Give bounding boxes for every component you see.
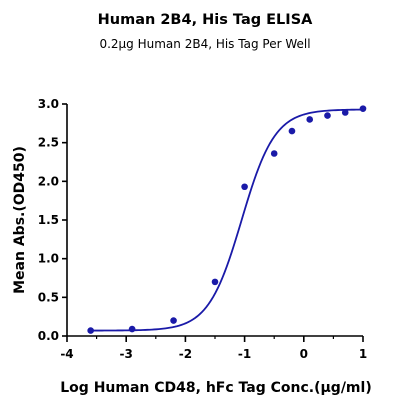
x-tick-label: 0: [300, 347, 308, 361]
chart-title: Human 2B4, His Tag ELISA: [98, 12, 314, 28]
data-point: [211, 278, 219, 286]
data-point: [241, 183, 248, 191]
y-tick-label: 2.0: [38, 174, 59, 188]
data-point: [288, 127, 296, 135]
data-point: [128, 325, 136, 333]
y-tick-label: 0.5: [38, 290, 59, 304]
y-tick-label: 0.0: [38, 329, 59, 343]
chart-subtitle: 0.2μg Human 2B4, His Tag Per Well: [99, 37, 310, 51]
x-axis-label: Log Human CD48, hFc Tag Conc.(μg/ml): [60, 380, 371, 396]
y-axis-label: Mean Abs.(OD450): [12, 146, 28, 294]
x-tick-label: -3: [120, 347, 133, 361]
data-point: [306, 116, 314, 123]
y-tick-label: 1.5: [38, 213, 59, 227]
data-point: [324, 112, 331, 119]
fit-curve: [90, 108, 364, 332]
x-tick-label: 1: [359, 347, 367, 361]
data-point: [341, 109, 349, 116]
plot-area: 0.0 0.5 1.0 1.5 2.0 2.5 3.0 -4 -3 -2 -1 0 1: [38, 97, 367, 361]
data-point: [170, 317, 177, 324]
data-point: [270, 150, 278, 157]
data-point: [87, 327, 94, 334]
x-tick-label: -2: [179, 347, 192, 361]
y-tick-label: 1.0: [38, 252, 59, 266]
y-tick-label: 3.0: [38, 97, 59, 111]
data-point: [359, 105, 367, 112]
x-tick-label: -1: [238, 347, 251, 361]
x-tick-label: -4: [60, 347, 73, 361]
y-tick-label: 2.5: [38, 136, 59, 150]
